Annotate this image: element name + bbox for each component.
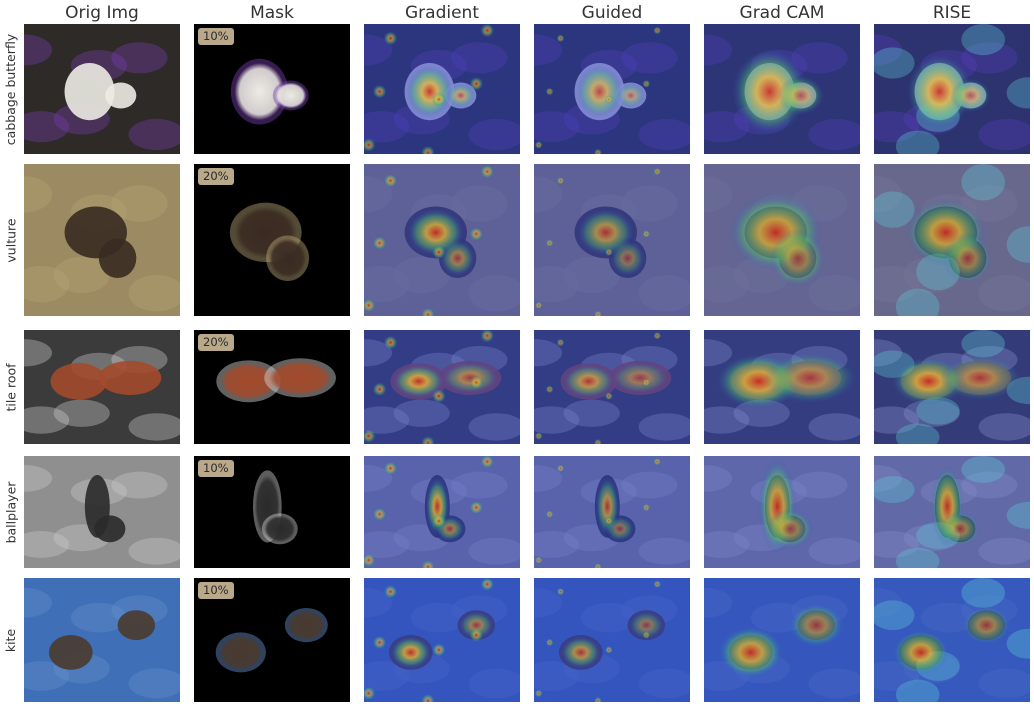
row-label-text: cabbage butterfly: [3, 33, 19, 145]
row-label-vulture: vulture: [0, 164, 22, 316]
cell-rise: [874, 24, 1030, 154]
column-header-gradient: Gradient: [405, 3, 479, 23]
cell-gradient: [364, 24, 520, 154]
cell-gradient: [364, 330, 520, 444]
row-label-text: vulture: [3, 217, 19, 263]
mask-percent-badge: 10%: [198, 460, 234, 477]
cell-mask: 20%: [194, 164, 350, 316]
mask-percent-badge: 20%: [198, 334, 234, 351]
row-label-cabbage-butterfly: cabbage butterfly: [0, 24, 22, 154]
cell-guided: [534, 164, 690, 316]
row-label-text: ballplayer: [3, 481, 19, 543]
cell-gradient: [364, 578, 520, 702]
cell-mask: 10%: [194, 24, 350, 154]
column-header-guided: Guided: [581, 3, 643, 23]
column-header-grad-cam: Grad CAM: [739, 3, 825, 23]
cell-mask: 10%: [194, 578, 350, 702]
cell-guided: [534, 456, 690, 568]
cell-orig-img: [24, 330, 180, 444]
row-label-text: kite: [3, 628, 19, 652]
cell-guided: [534, 330, 690, 444]
cell-guided: [534, 578, 690, 702]
column-header-rise: RISE: [932, 3, 972, 23]
cell-gradient: [364, 164, 520, 316]
mask-percent-badge: 10%: [198, 28, 234, 45]
row-label-text: tile roof: [3, 362, 19, 412]
cell-mask: 10%: [194, 456, 350, 568]
cell-grad-cam: [704, 164, 860, 316]
cell-grad-cam: [704, 578, 860, 702]
cell-rise: [874, 578, 1030, 702]
cell-orig-img: [24, 456, 180, 568]
cell-gradient: [364, 456, 520, 568]
row-label-ballplayer: ballplayer: [0, 456, 22, 568]
cell-rise: [874, 164, 1030, 316]
cell-mask: 20%: [194, 330, 350, 444]
mask-percent-badge: 10%: [198, 582, 234, 599]
cell-guided: [534, 24, 690, 154]
cell-orig-img: [24, 164, 180, 316]
cell-rise: [874, 330, 1030, 444]
cell-grad-cam: [704, 330, 860, 444]
mask-percent-badge: 20%: [198, 168, 234, 185]
column-header-orig-img: Orig Img: [65, 3, 139, 23]
cell-orig-img: [24, 578, 180, 702]
column-header-mask: Mask: [250, 3, 294, 23]
cell-grad-cam: [704, 456, 860, 568]
cell-orig-img: [24, 24, 180, 154]
cell-rise: [874, 456, 1030, 568]
row-label-kite: kite: [0, 578, 22, 702]
row-label-tile-roof: tile roof: [0, 330, 22, 444]
cell-grad-cam: [704, 24, 860, 154]
